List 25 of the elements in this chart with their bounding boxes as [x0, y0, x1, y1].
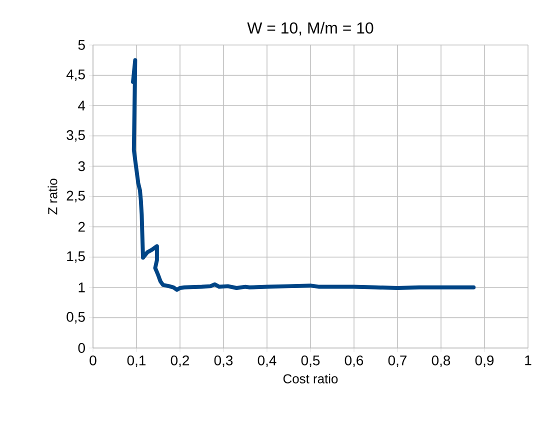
- y-axis-title: Z ratio: [48, 178, 58, 214]
- x-tick-label: 0,5: [301, 355, 320, 368]
- x-tick-label: 0,6: [344, 355, 364, 368]
- y-tick-label: 1,5: [67, 251, 85, 263]
- y-tick-label: 0: [78, 343, 85, 353]
- y-tick-label: 3,5: [66, 130, 85, 142]
- x-tick-label: 0,9: [475, 355, 494, 368]
- x-axis-title: Cost ratio: [283, 374, 338, 384]
- x-tick-label: 0,3: [214, 355, 233, 368]
- y-tick-label: 2,5: [66, 190, 85, 202]
- y-tick-label: 5: [78, 40, 85, 50]
- x-tick-label: 1: [525, 356, 532, 366]
- y-tick-label: 2: [78, 222, 85, 232]
- x-tick-label: 0,4: [258, 355, 276, 368]
- chart-title: W = 10, M/m = 10: [247, 22, 374, 36]
- x-tick-label: 0: [90, 355, 96, 366]
- x-tick-label: 0,8: [432, 355, 450, 368]
- x-tick-label: 0,1: [127, 355, 146, 368]
- x-tick-label: 0,2: [170, 355, 189, 368]
- x-tick-label: 0,7: [388, 355, 407, 368]
- y-tick-label: 1: [78, 282, 85, 292]
- y-tick-label: 0,5: [66, 312, 85, 324]
- y-tick-label: 3: [78, 161, 85, 172]
- y-tick-label: 4,5: [66, 70, 85, 81]
- y-tick-label: 4: [78, 100, 86, 110]
